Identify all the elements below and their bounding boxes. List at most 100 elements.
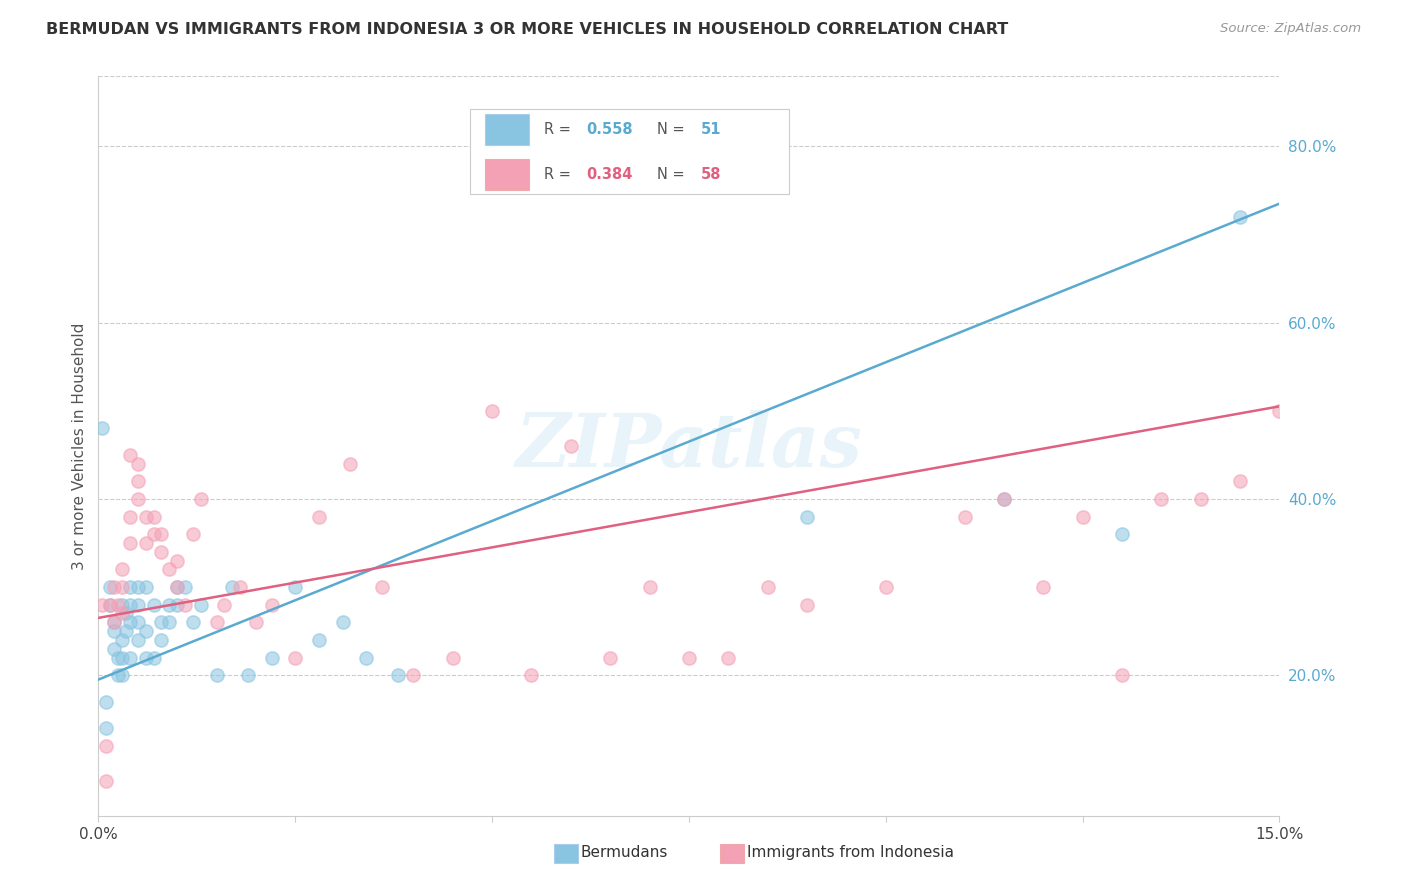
Point: [796, 509, 818, 524]
Point: [174, 580, 197, 594]
Point: [229, 580, 252, 594]
Point: [1229, 210, 1251, 224]
Point: [111, 562, 134, 576]
Point: [103, 615, 125, 630]
Point: [135, 650, 157, 665]
Point: [284, 650, 307, 665]
Text: 0.384: 0.384: [586, 167, 633, 182]
Point: [111, 598, 134, 612]
Point: [1268, 403, 1291, 417]
Point: [599, 650, 621, 665]
Text: ZIPatlas: ZIPatlas: [516, 409, 862, 483]
Text: Bermudans: Bermudans: [581, 846, 668, 860]
Point: [260, 650, 283, 665]
Point: [127, 491, 149, 506]
Text: N =: N =: [657, 122, 689, 137]
Point: [96, 721, 118, 735]
Point: [98, 598, 121, 612]
Point: [1111, 668, 1133, 682]
Point: [150, 527, 173, 541]
Point: [339, 457, 361, 471]
Text: N =: N =: [657, 167, 689, 182]
Point: [678, 650, 700, 665]
Point: [520, 668, 543, 682]
Point: [118, 536, 141, 550]
Point: [190, 491, 212, 506]
Point: [118, 448, 141, 462]
Text: Source: ZipAtlas.com: Source: ZipAtlas.com: [1220, 22, 1361, 36]
Point: [127, 598, 149, 612]
Point: [354, 650, 377, 665]
Point: [111, 632, 134, 647]
FancyBboxPatch shape: [471, 109, 789, 194]
Point: [96, 773, 118, 788]
Point: [127, 632, 149, 647]
Point: [127, 580, 149, 594]
Point: [371, 580, 394, 594]
Point: [756, 580, 779, 594]
Point: [332, 615, 354, 630]
Point: [98, 580, 121, 594]
Point: [441, 650, 464, 665]
Point: [157, 615, 180, 630]
FancyBboxPatch shape: [485, 114, 530, 145]
Point: [190, 598, 212, 612]
Text: 0.558: 0.558: [586, 122, 633, 137]
Point: [115, 624, 138, 639]
Point: [166, 580, 188, 594]
Point: [796, 598, 818, 612]
Point: [181, 615, 204, 630]
Text: Immigrants from Indonesia: Immigrants from Indonesia: [747, 846, 953, 860]
Point: [205, 615, 228, 630]
Point: [96, 739, 118, 753]
Point: [1111, 527, 1133, 541]
Point: [91, 421, 114, 435]
Point: [1071, 509, 1094, 524]
Point: [245, 615, 267, 630]
Point: [103, 580, 125, 594]
Point: [308, 632, 330, 647]
Point: [402, 668, 425, 682]
Point: [103, 641, 125, 656]
Point: [111, 580, 134, 594]
Point: [1150, 491, 1173, 506]
Point: [135, 624, 157, 639]
Point: [118, 598, 141, 612]
Point: [1229, 475, 1251, 489]
Point: [135, 509, 157, 524]
Point: [111, 668, 134, 682]
Text: R =: R =: [544, 122, 575, 137]
Point: [993, 491, 1015, 506]
Text: BERMUDAN VS IMMIGRANTS FROM INDONESIA 3 OR MORE VEHICLES IN HOUSEHOLD CORRELATIO: BERMUDAN VS IMMIGRANTS FROM INDONESIA 3 …: [46, 22, 1008, 37]
Point: [111, 607, 134, 621]
Point: [150, 632, 173, 647]
Point: [1189, 491, 1212, 506]
Text: 58: 58: [700, 167, 721, 182]
Point: [118, 650, 141, 665]
Point: [875, 580, 897, 594]
Text: 51: 51: [700, 122, 721, 137]
Point: [135, 580, 157, 594]
Point: [481, 403, 503, 417]
Point: [308, 509, 330, 524]
Point: [1032, 580, 1054, 594]
Point: [260, 598, 283, 612]
Point: [284, 580, 307, 594]
Point: [135, 536, 157, 550]
Point: [150, 545, 173, 559]
Point: [221, 580, 243, 594]
Point: [174, 598, 197, 612]
Point: [98, 598, 121, 612]
Point: [236, 668, 259, 682]
Point: [107, 668, 129, 682]
Point: [118, 509, 141, 524]
Point: [103, 624, 125, 639]
FancyBboxPatch shape: [485, 159, 530, 190]
Point: [638, 580, 661, 594]
Point: [157, 598, 180, 612]
Point: [111, 650, 134, 665]
Point: [115, 607, 138, 621]
Text: R =: R =: [544, 167, 575, 182]
Point: [205, 668, 228, 682]
Point: [142, 527, 165, 541]
